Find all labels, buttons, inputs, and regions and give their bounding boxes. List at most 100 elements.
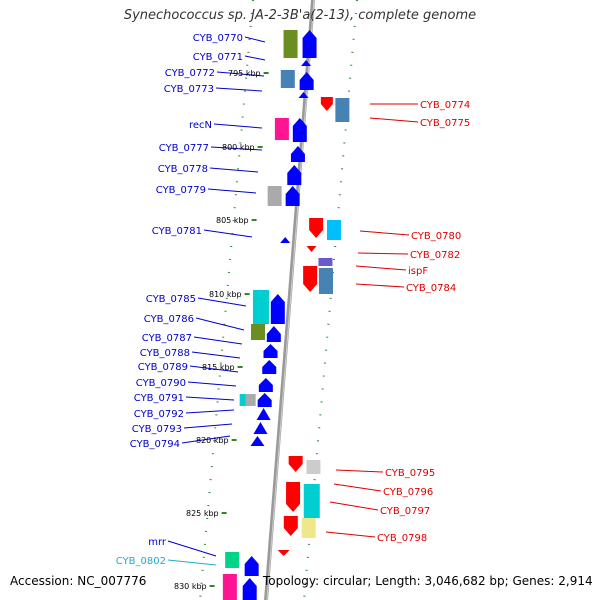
gene-layer (222, 30, 350, 600)
gene-cyb-0791b[interactable] (245, 394, 256, 406)
right-label-cyb_0795[interactable]: CYB_0795 (385, 468, 435, 479)
gene-cyb-0773b[interactable] (298, 92, 309, 98)
gene-cyb-0786b[interactable] (250, 324, 265, 340)
gene-cyb-0781[interactable] (280, 237, 291, 243)
backbone-layer (199, 0, 358, 600)
gene-cyb-0784[interactable] (318, 268, 333, 294)
left-label-cyb_0773[interactable]: CYB_0773 (164, 84, 214, 95)
leader-line (335, 469, 384, 473)
left-label-cyb_0771[interactable]: CYB_0771 (193, 52, 243, 63)
leader-line (215, 87, 263, 92)
left-label-cyb_0778[interactable]: CYB_0778 (158, 164, 208, 175)
gene-cyb-0775[interactable] (335, 98, 350, 122)
gene-cyb-0804[interactable] (242, 578, 257, 600)
leader-line (197, 297, 247, 307)
left-label-cyb_0786[interactable]: CYB_0786 (144, 314, 194, 325)
gene-cyb-0780b[interactable] (326, 220, 341, 240)
gene-ispf[interactable] (318, 258, 333, 266)
right-label-cyb_0798[interactable]: CYB_0798 (377, 533, 427, 544)
left-label-cyb_0785[interactable]: CYB_0785 (146, 294, 196, 305)
gene-recn[interactable] (274, 118, 289, 140)
gene-cyb-0777[interactable] (290, 146, 305, 162)
left-label-cyb_0787[interactable]: CYB_0787 (142, 333, 192, 344)
right-label-cyb_0797[interactable]: CYB_0797 (380, 506, 430, 517)
right-label-cyb_0775[interactable]: CYB_0775 (420, 118, 470, 129)
leader-line (187, 381, 237, 387)
gene-cyb-0774[interactable] (320, 97, 333, 111)
gene-cyb-0795[interactable] (288, 456, 303, 472)
gene-cyb-0795b[interactable] (306, 460, 321, 474)
gene-cyb-0785[interactable] (252, 290, 269, 324)
genome-summary: Topology: circular; Length: 3,046,682 bp… (263, 574, 593, 588)
gene-cyb-0802[interactable] (244, 556, 259, 576)
gene-cyb-0796[interactable] (286, 482, 301, 512)
left-label-cyb_0770[interactable]: CYB_0770 (193, 33, 243, 44)
right-label-cyb_0774[interactable]: CYB_0774 (420, 100, 470, 111)
kbp-mark-label: 800 kbp (222, 143, 255, 152)
left-label-cyb_0772[interactable]: CYB_0772 (165, 68, 215, 79)
gene-cyb-0791[interactable] (239, 394, 250, 406)
leader-line (355, 283, 405, 288)
gene-cyb-0771[interactable] (302, 30, 317, 58)
gene-cyb-0782[interactable] (306, 246, 317, 252)
leader-line (193, 336, 243, 345)
gene-cyb-0798b[interactable] (301, 518, 316, 538)
left-label-cyb_0788[interactable]: CYB_0788 (140, 348, 190, 359)
gene-cyb-0788[interactable] (263, 344, 278, 358)
left-label-cyb_0790[interactable]: CYB_0790 (136, 378, 186, 389)
right-label-ispf[interactable]: ispF (408, 266, 428, 277)
left-label-cyb_0781[interactable]: CYB_0781 (152, 226, 202, 237)
gene-cyb-0793[interactable] (256, 408, 271, 420)
leader-line (183, 423, 233, 429)
gene-cyb-0803[interactable] (222, 574, 237, 600)
leader-line (167, 540, 217, 557)
kbp-mark-label: 820 kbp (196, 436, 229, 445)
gene-cyb-0793b[interactable] (253, 422, 268, 434)
left-label-cyb_0792[interactable]: CYB_0792 (134, 409, 184, 420)
left-label-cyb_0793[interactable]: CYB_0793 (132, 424, 182, 435)
right-label-cyb_0780[interactable]: CYB_0780 (411, 231, 461, 242)
left-label-recn[interactable]: recN (189, 120, 212, 131)
gene-cyb-0792[interactable] (257, 393, 272, 407)
gene-cyb-0770[interactable] (283, 30, 298, 58)
gene-cyb-0786[interactable] (270, 294, 285, 324)
kbp-mark-label: 810 kbp (209, 290, 242, 299)
left-label-cyb_0779[interactable]: CYB_0779 (156, 185, 206, 196)
gene-cyb-0776[interactable] (292, 118, 307, 142)
gene-cyb-0778[interactable] (287, 165, 302, 185)
leader-line (333, 483, 382, 492)
left-label-cyb_0777[interactable]: CYB_0777 (159, 143, 209, 154)
gene-cyb-0779[interactable] (267, 186, 282, 206)
gene-mrr[interactable] (225, 552, 240, 568)
leader-line (357, 252, 409, 255)
gene-cyb-0794[interactable] (250, 436, 265, 446)
right-label-cyb_0784[interactable]: CYB_0784 (406, 283, 456, 294)
gene-cyb-0772[interactable] (280, 70, 295, 88)
leader-line (216, 71, 265, 77)
left-label-cyb_0789[interactable]: CYB_0789 (138, 362, 188, 373)
gene-cyb-0787[interactable] (266, 326, 281, 342)
gene-cyb-0789[interactable] (262, 360, 277, 374)
gene-cyb-0798[interactable] (283, 516, 298, 536)
gene-cyb-0773[interactable] (299, 72, 314, 90)
gene-cyb-0780[interactable] (309, 218, 324, 238)
right-label-cyb_0782[interactable]: CYB_0782 (410, 250, 460, 261)
left-label-mrr[interactable]: mrr (148, 537, 167, 548)
accession-label: Accession: NC_007776 (10, 574, 147, 588)
leader-line (167, 559, 217, 566)
gene-cyb-0779b[interactable] (285, 186, 300, 206)
left-label-cyb_0794[interactable]: CYB_0794 (130, 439, 180, 450)
gene-cyb-0797[interactable] (303, 484, 320, 518)
left-label-cyb_0802[interactable]: CYB_0802 (116, 556, 166, 567)
gene-cyb-0783[interactable] (303, 266, 318, 292)
gene-cyb-0771b[interactable] (301, 60, 312, 66)
kbp-mark-label: 830 kbp (174, 582, 207, 591)
left-label-cyb_0791[interactable]: CYB_0791 (134, 393, 184, 404)
gene-cyb-0799[interactable] (277, 550, 290, 556)
leader-line (244, 55, 266, 61)
right-label-cyb_0796[interactable]: CYB_0796 (383, 487, 433, 498)
gene-cyb-0790[interactable] (258, 378, 273, 392)
leader-line (185, 409, 235, 414)
